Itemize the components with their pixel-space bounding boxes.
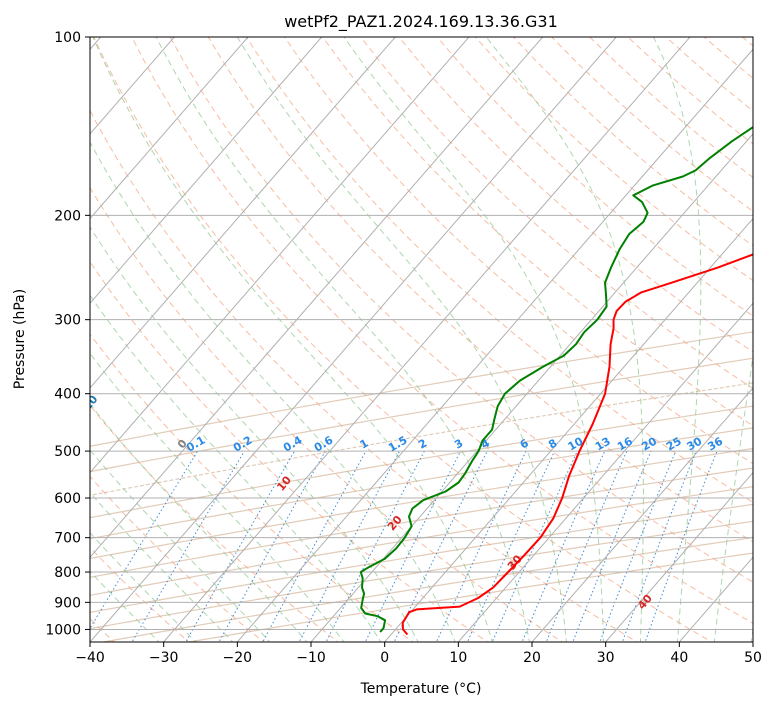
y-tick-label: 700 (54, 531, 81, 547)
x-tick-label: 10 (449, 650, 467, 666)
y-tick-label: 200 (54, 208, 81, 224)
x-tick-label: −30 (149, 650, 179, 666)
x-tick-label: −10 (296, 650, 326, 666)
x-tick-label: 0 (380, 650, 389, 666)
x-tick-label: −20 (223, 650, 253, 666)
x-axis-label: Temperature (°C) (360, 681, 482, 697)
y-tick-label: 300 (54, 313, 81, 329)
x-tick-label: 50 (744, 650, 762, 666)
x-tick-label: 20 (523, 650, 541, 666)
y-tick-label: 500 (54, 444, 81, 460)
x-tick-label: 30 (597, 650, 615, 666)
y-axis-label: Pressure (hPa) (12, 289, 28, 389)
chart-title: wetPf2_PAZ1.2024.169.13.36.G31 (284, 12, 558, 32)
y-tick-label: 400 (54, 387, 81, 403)
y-tick-label: 100 (54, 30, 81, 46)
x-tick-label: −40 (75, 650, 105, 666)
y-tick-label: 1000 (45, 622, 81, 638)
y-tick-label: 900 (54, 595, 81, 611)
y-tick-label: 600 (54, 491, 81, 507)
y-tick-label: 800 (54, 565, 81, 581)
x-tick-label: 40 (670, 650, 688, 666)
